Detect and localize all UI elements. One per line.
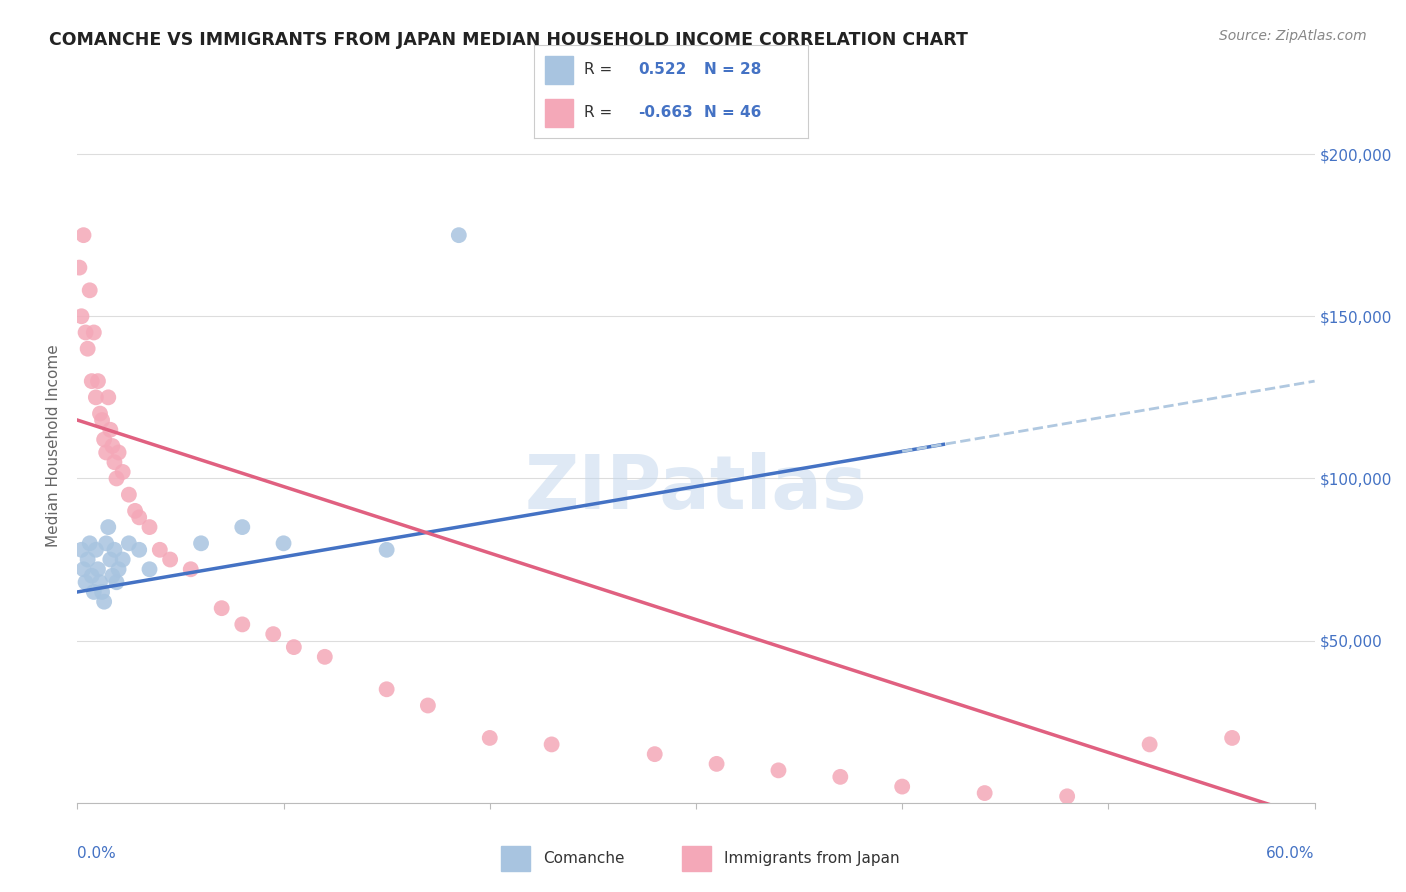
Point bbox=[180, 562, 202, 576]
Text: ZIPatlas: ZIPatlas bbox=[524, 452, 868, 525]
Point bbox=[84, 542, 107, 557]
Point bbox=[149, 542, 172, 557]
Point bbox=[72, 562, 94, 576]
Point bbox=[262, 627, 284, 641]
Point bbox=[107, 562, 129, 576]
Point bbox=[97, 520, 120, 534]
Point bbox=[83, 585, 105, 599]
Point bbox=[830, 770, 852, 784]
Point bbox=[105, 471, 128, 485]
Point bbox=[87, 562, 110, 576]
Point bbox=[97, 390, 120, 404]
Point bbox=[314, 649, 336, 664]
Point bbox=[103, 542, 125, 557]
Point bbox=[447, 228, 470, 243]
Point bbox=[128, 510, 150, 524]
Point bbox=[1139, 738, 1161, 752]
Point bbox=[89, 407, 111, 421]
Point bbox=[101, 439, 124, 453]
Point bbox=[89, 575, 111, 590]
Point bbox=[91, 585, 114, 599]
Point bbox=[273, 536, 295, 550]
Point bbox=[105, 575, 128, 590]
Text: Source: ZipAtlas.com: Source: ZipAtlas.com bbox=[1219, 29, 1367, 43]
Point bbox=[84, 390, 107, 404]
Point bbox=[375, 542, 398, 557]
Point bbox=[75, 575, 97, 590]
Point bbox=[87, 374, 110, 388]
Point bbox=[644, 747, 666, 761]
Point bbox=[138, 520, 160, 534]
Point bbox=[416, 698, 439, 713]
Point bbox=[211, 601, 233, 615]
Bar bbox=[546, 56, 572, 84]
Point bbox=[973, 786, 995, 800]
Point bbox=[118, 488, 141, 502]
Point bbox=[70, 542, 93, 557]
Point bbox=[70, 310, 93, 324]
Point bbox=[118, 536, 141, 550]
Point bbox=[111, 552, 134, 566]
Bar bbox=[682, 847, 711, 871]
Text: Immigrants from Japan: Immigrants from Japan bbox=[724, 851, 900, 866]
Point bbox=[768, 764, 790, 778]
Y-axis label: Median Household Income: Median Household Income bbox=[46, 344, 62, 548]
Point bbox=[75, 326, 97, 340]
Point bbox=[80, 374, 103, 388]
Point bbox=[80, 568, 103, 582]
Point bbox=[283, 640, 305, 654]
Point bbox=[128, 542, 150, 557]
Point bbox=[83, 326, 105, 340]
Text: Comanche: Comanche bbox=[543, 851, 624, 866]
Point bbox=[478, 731, 501, 745]
Bar bbox=[546, 99, 572, 127]
Point bbox=[98, 552, 121, 566]
Point bbox=[111, 465, 134, 479]
Point bbox=[79, 283, 101, 297]
Point bbox=[107, 445, 129, 459]
Point bbox=[891, 780, 914, 794]
Point bbox=[231, 520, 253, 534]
Point bbox=[540, 738, 562, 752]
Point bbox=[93, 595, 115, 609]
Text: N = 28: N = 28 bbox=[704, 62, 762, 78]
Point bbox=[98, 423, 121, 437]
Point bbox=[101, 568, 124, 582]
Point bbox=[76, 552, 98, 566]
Point bbox=[190, 536, 212, 550]
Point bbox=[1056, 789, 1078, 804]
Text: 60.0%: 60.0% bbox=[1267, 846, 1315, 861]
Point bbox=[124, 504, 146, 518]
Point bbox=[76, 342, 98, 356]
Bar bbox=[501, 847, 530, 871]
Point bbox=[91, 413, 114, 427]
Point bbox=[67, 260, 90, 275]
Point bbox=[96, 536, 118, 550]
Point bbox=[96, 445, 118, 459]
Text: 0.522: 0.522 bbox=[638, 62, 688, 78]
Text: -0.663: -0.663 bbox=[638, 105, 693, 120]
Text: R =: R = bbox=[583, 62, 617, 78]
Point bbox=[231, 617, 253, 632]
Point bbox=[706, 756, 728, 771]
Point bbox=[72, 228, 94, 243]
Point bbox=[159, 552, 181, 566]
Point bbox=[375, 682, 398, 697]
Text: R =: R = bbox=[583, 105, 617, 120]
Point bbox=[103, 455, 125, 469]
Point bbox=[1220, 731, 1243, 745]
Text: N = 46: N = 46 bbox=[704, 105, 762, 120]
Point bbox=[138, 562, 160, 576]
Point bbox=[93, 433, 115, 447]
Text: COMANCHE VS IMMIGRANTS FROM JAPAN MEDIAN HOUSEHOLD INCOME CORRELATION CHART: COMANCHE VS IMMIGRANTS FROM JAPAN MEDIAN… bbox=[49, 31, 969, 49]
Text: 0.0%: 0.0% bbox=[77, 846, 117, 861]
Point bbox=[79, 536, 101, 550]
